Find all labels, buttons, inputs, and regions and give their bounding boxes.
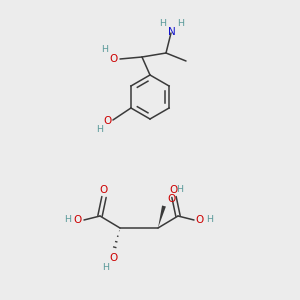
Text: O: O	[74, 215, 82, 225]
Text: H: H	[101, 46, 109, 55]
Text: H: H	[160, 19, 167, 28]
Text: O: O	[168, 194, 176, 204]
Text: O: O	[110, 54, 118, 64]
Text: O: O	[196, 215, 204, 225]
Polygon shape	[158, 206, 166, 228]
Text: O: O	[170, 185, 178, 195]
Text: O: O	[100, 185, 108, 195]
Text: H: H	[103, 262, 110, 272]
Text: H: H	[176, 185, 184, 194]
Text: N: N	[168, 27, 176, 37]
Text: H: H	[178, 19, 184, 28]
Text: O: O	[104, 116, 112, 126]
Text: H: H	[206, 215, 214, 224]
Text: H: H	[96, 125, 103, 134]
Text: O: O	[109, 253, 117, 263]
Text: H: H	[64, 215, 71, 224]
